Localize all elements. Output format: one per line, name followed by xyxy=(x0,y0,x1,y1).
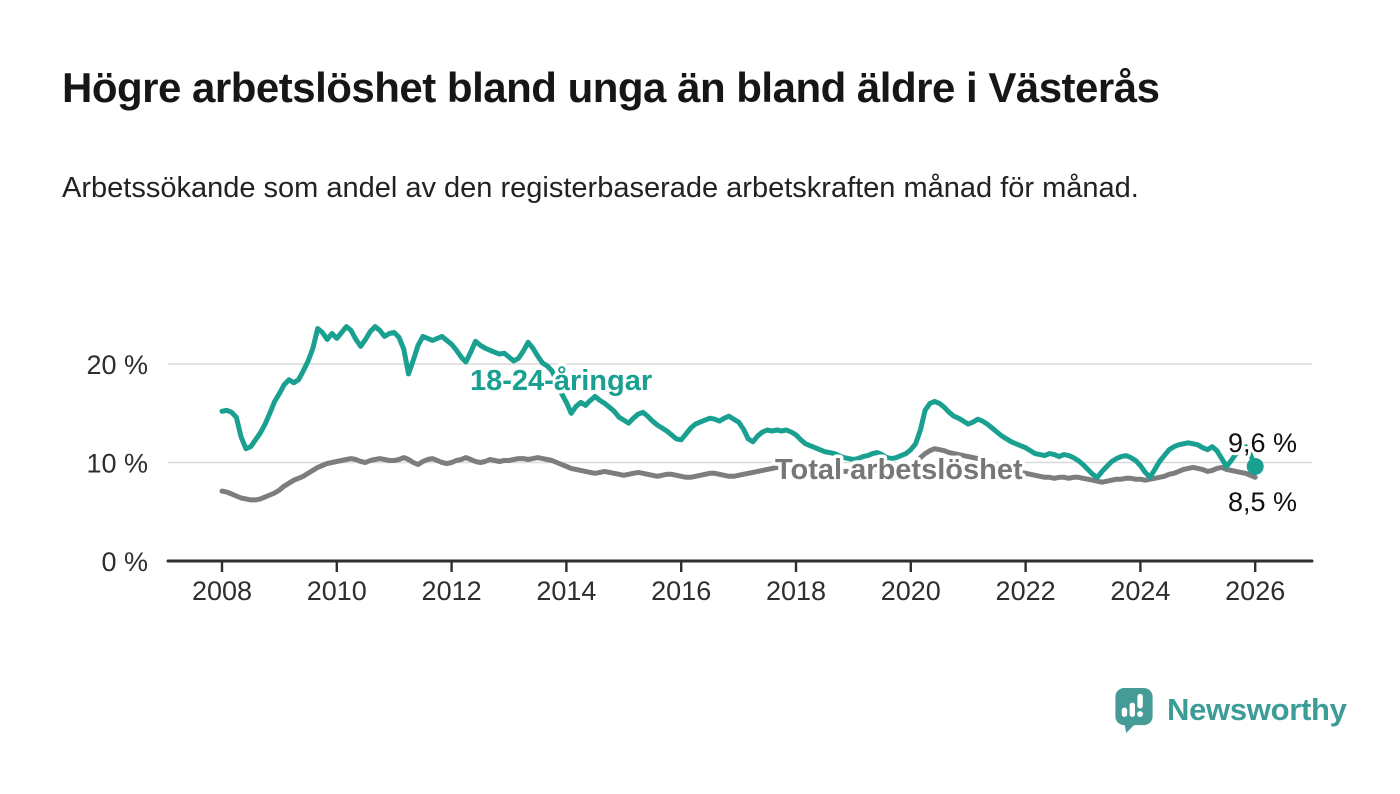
chart-subtitle: Arbetssökande som andel av den registerb… xyxy=(62,172,1139,204)
x-tick-label: 2014 xyxy=(536,576,596,606)
end-point-dot xyxy=(1246,457,1264,475)
series-label-total: Total arbetslöshet xyxy=(775,454,1023,486)
end-value-label-youth: 9,6 % xyxy=(1228,428,1297,458)
end-value-label-total: 8,5 % xyxy=(1228,487,1297,517)
x-tick-label: 2022 xyxy=(996,576,1056,606)
series-label-youth: 18-24-åringar xyxy=(470,365,652,397)
x-tick-label: 2020 xyxy=(881,576,941,606)
newsworthy-logo-text: Newsworthy xyxy=(1167,691,1347,727)
newsworthy-logo-icon xyxy=(1115,687,1153,733)
x-axis: 0 % 10 % 20 % 2008 2010 2012 2014 2016 2018 2020 2… xyxy=(86,350,1314,606)
gridlines xyxy=(168,363,1312,464)
y-tick-label: 10 % xyxy=(86,449,148,479)
y-tick-label: 20 % xyxy=(86,350,148,380)
chart-title: Högre arbetslöshet bland unga än bland ä… xyxy=(62,64,1160,111)
line-chart: 0 % 10 % 20 % 2008 2010 2012 2014 2016 2018 2020 2… xyxy=(86,324,1314,606)
x-tick-label: 2026 xyxy=(1225,576,1285,606)
x-tick-label: 2008 xyxy=(192,576,252,606)
x-tick-label: 2012 xyxy=(422,576,482,606)
data-line-youth xyxy=(219,324,1258,480)
x-tick-label: 2010 xyxy=(307,576,367,606)
x-tick-label: 2016 xyxy=(651,576,711,606)
newsworthy-branding: Newsworthy xyxy=(1112,686,1347,733)
x-tick-label: 2018 xyxy=(766,576,826,606)
data-lines xyxy=(219,324,1264,503)
y-tick-label: 0 % xyxy=(101,547,148,577)
data-line-total xyxy=(219,446,1258,503)
x-tick-label: 2024 xyxy=(1110,576,1170,606)
